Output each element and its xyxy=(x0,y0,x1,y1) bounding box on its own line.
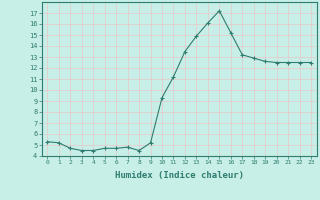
X-axis label: Humidex (Indice chaleur): Humidex (Indice chaleur) xyxy=(115,171,244,180)
